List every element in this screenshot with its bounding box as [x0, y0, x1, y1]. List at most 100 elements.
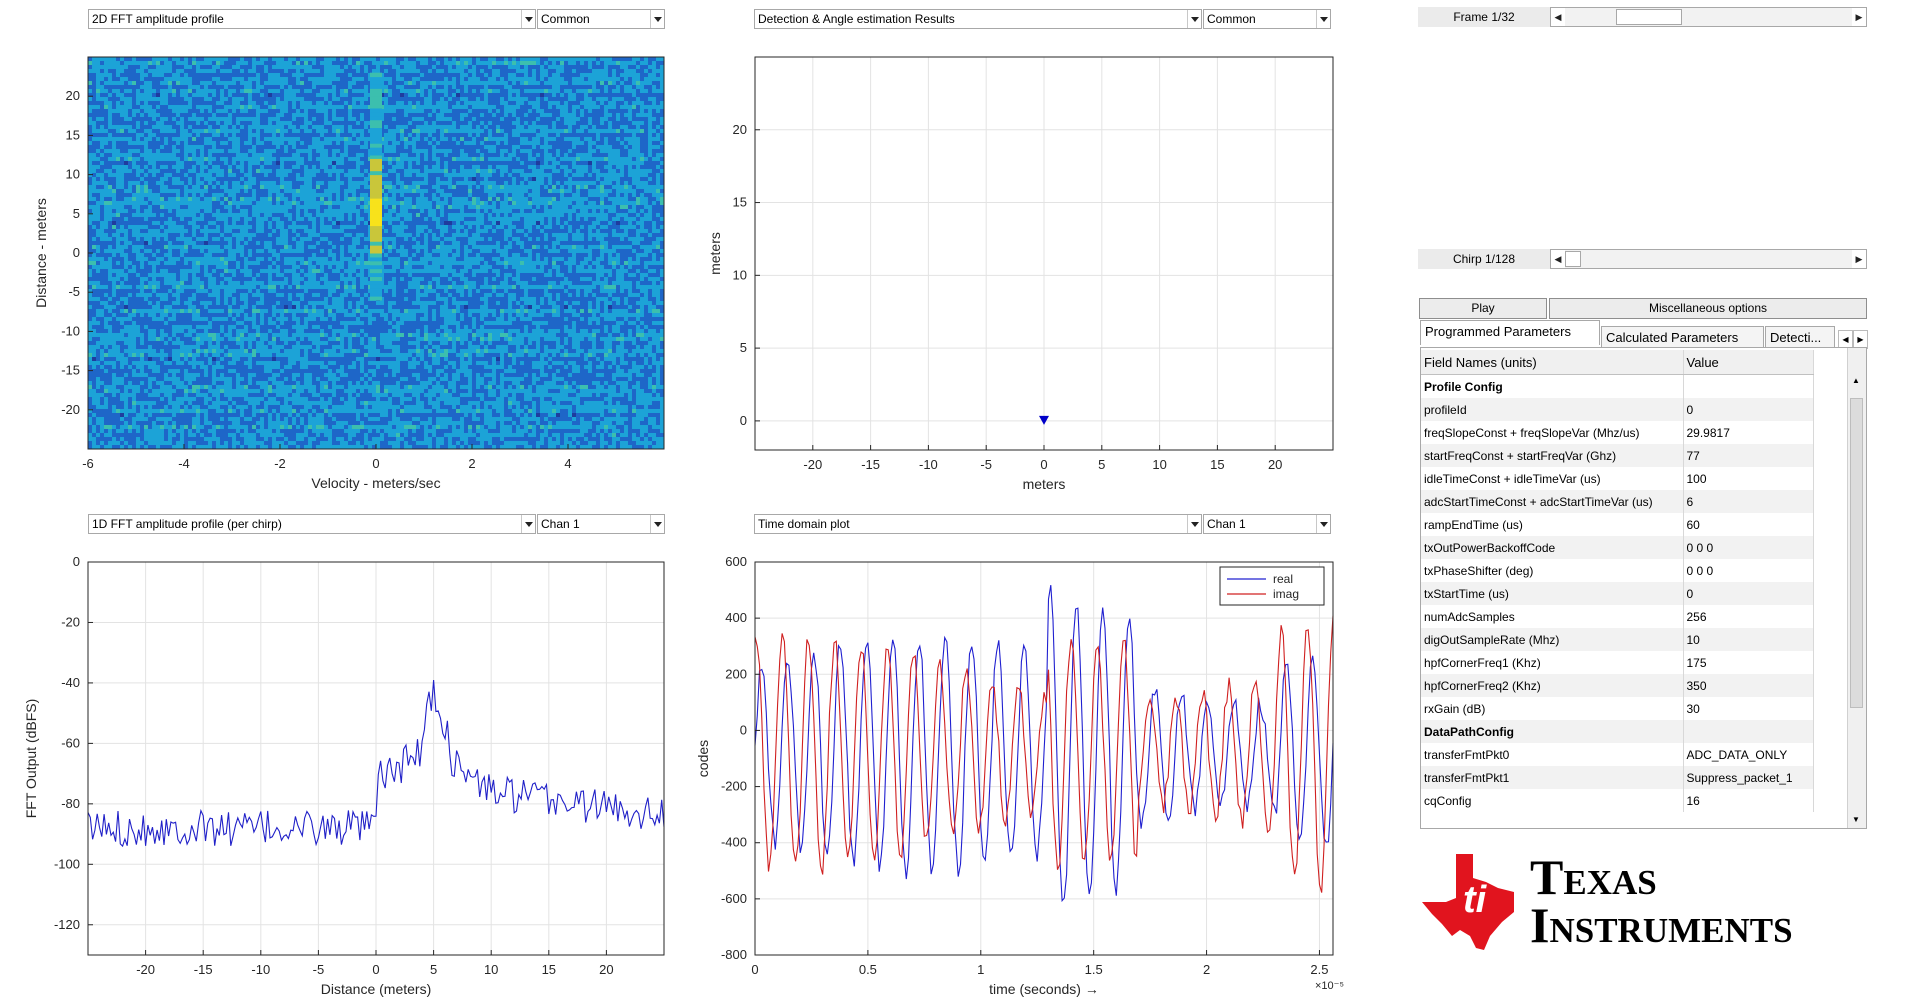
heatmap-cell [516, 189, 521, 194]
heatmap-cell [308, 185, 313, 190]
heatmap-cell [392, 189, 397, 194]
heatmap-cell [552, 57, 557, 62]
heatmap-cell [104, 125, 109, 130]
heatmap-cell [444, 117, 449, 122]
heatmap-cell [348, 121, 353, 126]
heatmap-cell [544, 73, 549, 78]
heatmap-cell [132, 173, 137, 178]
heatmap-cell [568, 69, 573, 74]
heatmap-cell [488, 125, 493, 130]
heatmap-cell [576, 133, 581, 138]
heatmap-cell [472, 145, 477, 150]
heatmap-cell [472, 65, 477, 70]
heatmap-cell [596, 93, 601, 98]
heatmap-cell [472, 185, 477, 190]
heatmap-cell [544, 185, 549, 190]
heatmap-cell [248, 185, 253, 190]
heatmap-cell [628, 57, 633, 62]
heatmap-cell [568, 65, 573, 70]
heatmap-cell [460, 109, 465, 114]
heatmap-cell [356, 121, 361, 126]
heatmap-cell [252, 89, 257, 94]
heatmap-cell [180, 189, 185, 194]
heatmap-cell [340, 113, 345, 118]
heatmap-cell [272, 61, 277, 66]
heatmap-cell [204, 145, 209, 150]
mode-dropdown-top-right[interactable]: Common [1203, 9, 1331, 29]
heatmap-cell [132, 65, 137, 70]
heatmap-cell [104, 121, 109, 126]
heatmap-cell [416, 161, 421, 166]
heatmap-cell [240, 89, 245, 94]
heatmap-cell [172, 61, 177, 66]
heatmap-cell [532, 113, 537, 118]
heatmap-cell [500, 109, 505, 114]
heatmap-cell [280, 145, 285, 150]
heatmap-cell [428, 89, 433, 94]
heatmap-cell [152, 157, 157, 162]
heatmap-cell [520, 105, 525, 110]
heatmap-cell [496, 65, 501, 70]
heatmap-cell [204, 185, 209, 190]
heatmap-cell [448, 105, 453, 110]
heatmap-cell [124, 177, 129, 182]
heatmap-cell [124, 181, 129, 186]
heatmap-cell [448, 73, 453, 78]
heatmap-cell [660, 129, 665, 134]
heatmap-cell [400, 177, 405, 182]
heatmap-cell [88, 137, 93, 142]
plot-type-dropdown-bottom-left[interactable]: 1D FFT amplitude profile (per chirp) [88, 514, 536, 534]
heatmap-cell [604, 153, 609, 158]
heatmap-cell [388, 57, 393, 62]
plot-type-dropdown-bottom-right[interactable]: Time domain plot [754, 514, 1202, 534]
heatmap-cell [228, 189, 233, 194]
heatmap-cell [260, 189, 265, 194]
heatmap-cell [428, 77, 433, 82]
heatmap-cell [296, 173, 301, 178]
heatmap-cell [308, 153, 313, 158]
heatmap-cell [100, 185, 105, 190]
heatmap-cell [356, 89, 361, 94]
heatmap-cell [208, 85, 213, 90]
heatmap-cell [332, 145, 337, 150]
plot-type-dropdown-top-left[interactable]: 2D FFT amplitude profile [88, 9, 536, 29]
heatmap-cell [104, 93, 109, 98]
mode-dropdown-top-left[interactable]: Common [537, 9, 665, 29]
heatmap-cell [360, 97, 365, 102]
heatmap-cell [472, 113, 477, 118]
heatmap-cell [340, 133, 345, 138]
heatmap-cell [496, 89, 501, 94]
heatmap-cell [136, 73, 141, 78]
heatmap-cell [612, 165, 617, 170]
plot-type-dropdown-top-right[interactable]: Detection & Angle estimation Results [754, 9, 1202, 29]
heatmap-cell [120, 117, 125, 122]
heatmap-cell [108, 181, 113, 186]
heatmap-cell [276, 169, 281, 174]
heatmap-cell [152, 141, 157, 146]
heatmap-cell [240, 181, 245, 186]
heatmap-cell [532, 185, 537, 190]
mode-dropdown-bottom-left[interactable]: Chan 1 [537, 514, 665, 534]
heatmap-cell [400, 77, 405, 82]
heatmap-cell [400, 113, 405, 118]
heatmap-cell [364, 173, 369, 178]
heatmap-cell [652, 173, 657, 178]
heatmap-cell [628, 125, 633, 130]
heatmap-cell [356, 141, 361, 146]
heatmap-cell [544, 69, 549, 74]
heatmap-cell [380, 61, 385, 66]
heatmap-cell [152, 145, 157, 150]
heatmap-cell [380, 117, 385, 122]
heatmap-cell [432, 101, 437, 106]
heatmap-cell [532, 117, 537, 122]
heatmap-cell [104, 65, 109, 70]
heatmap-cell [476, 177, 481, 182]
heatmap-cell [124, 185, 129, 190]
mode-dropdown-bottom-right[interactable]: Chan 1 [1203, 514, 1331, 534]
heatmap-cell [620, 57, 625, 62]
heatmap-cell [492, 77, 497, 82]
heatmap-cell [120, 77, 125, 82]
heatmap-cell [356, 101, 361, 106]
heatmap-cell [188, 77, 193, 82]
heatmap-cell [108, 165, 113, 170]
